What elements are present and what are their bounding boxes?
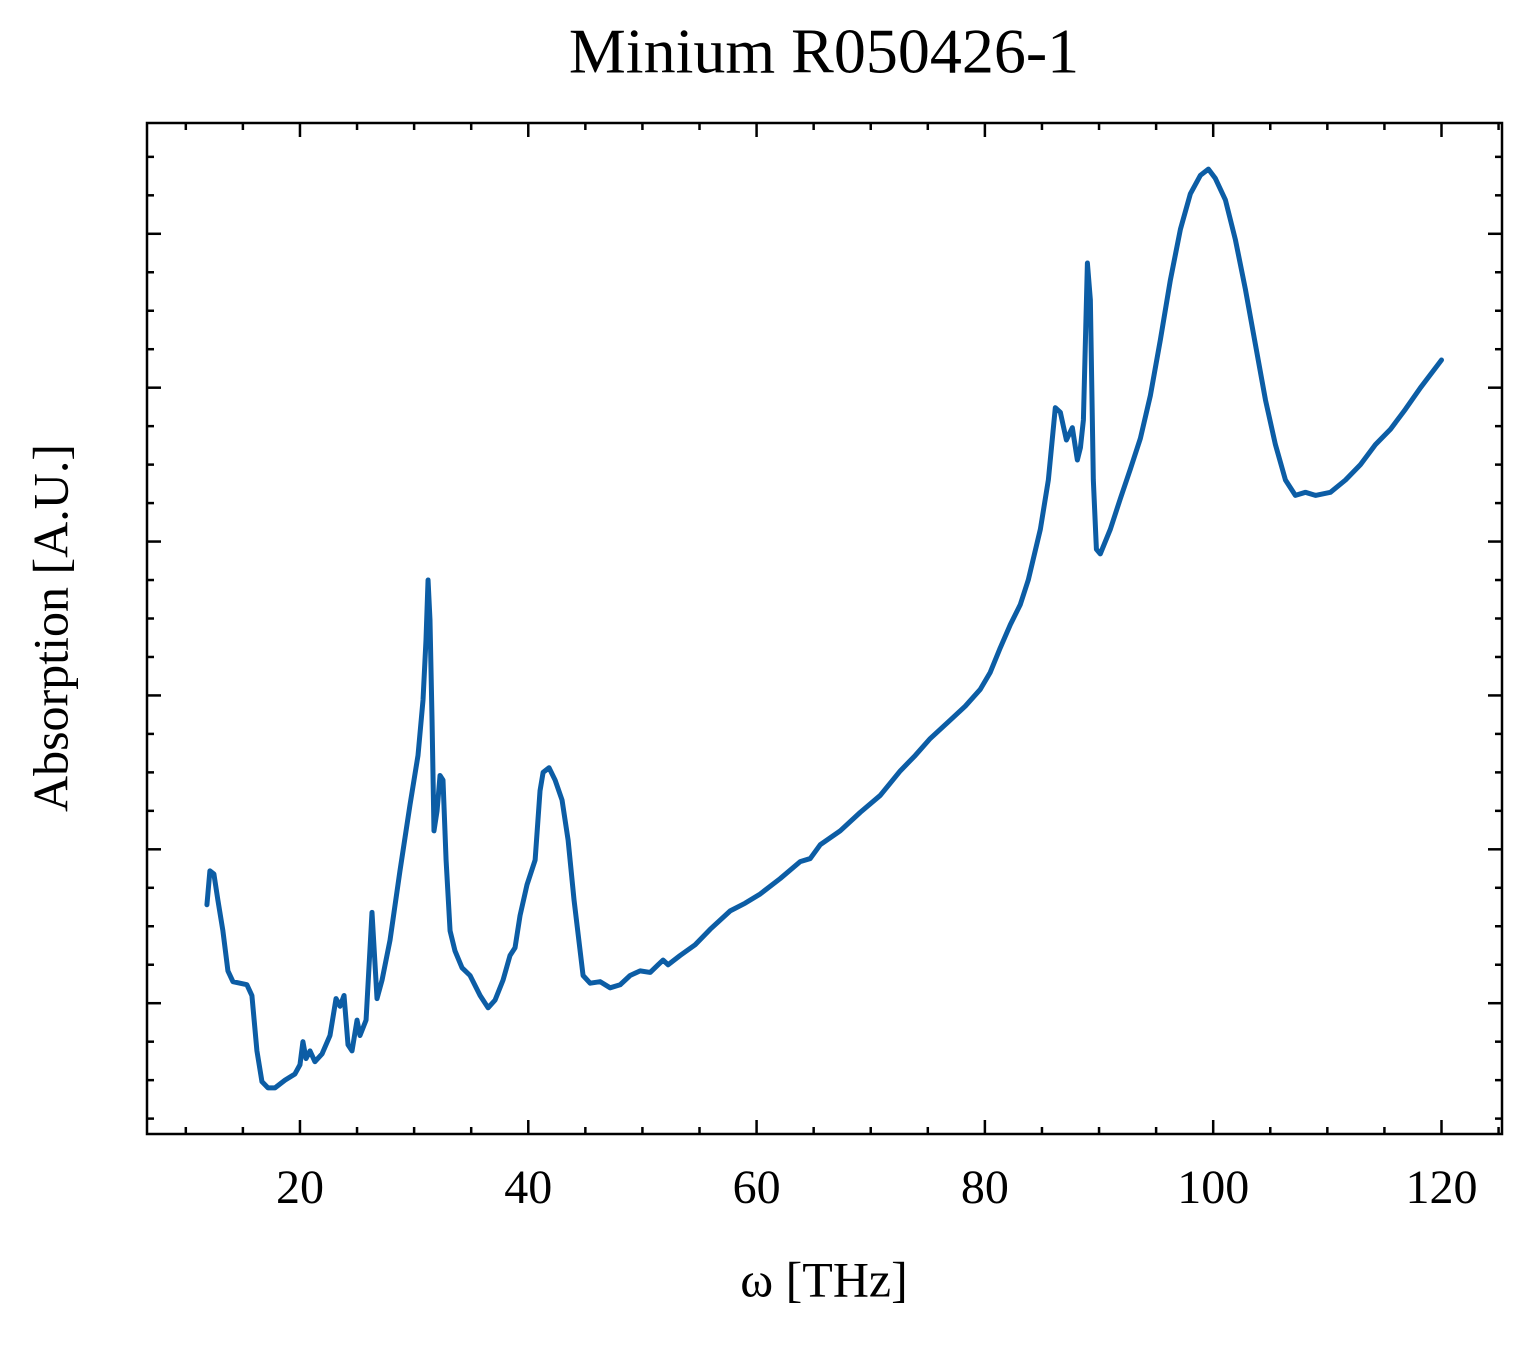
y-axis-label: Absorption [A.U.] bbox=[22, 444, 78, 812]
x-tick-label: 60 bbox=[733, 1161, 781, 1214]
chart-title: Minium R050426-1 bbox=[569, 16, 1079, 87]
x-tick-label: 80 bbox=[961, 1161, 1009, 1214]
x-tick-label: 40 bbox=[504, 1161, 552, 1214]
plot-frame bbox=[145, 121, 1504, 1136]
x-tick-label: 120 bbox=[1405, 1161, 1477, 1214]
data-line bbox=[204, 166, 1444, 1091]
x-axis-label: ω [THz] bbox=[740, 1251, 908, 1307]
x-tick-label: 20 bbox=[276, 1161, 324, 1214]
x-tick-label: 100 bbox=[1177, 1161, 1249, 1214]
